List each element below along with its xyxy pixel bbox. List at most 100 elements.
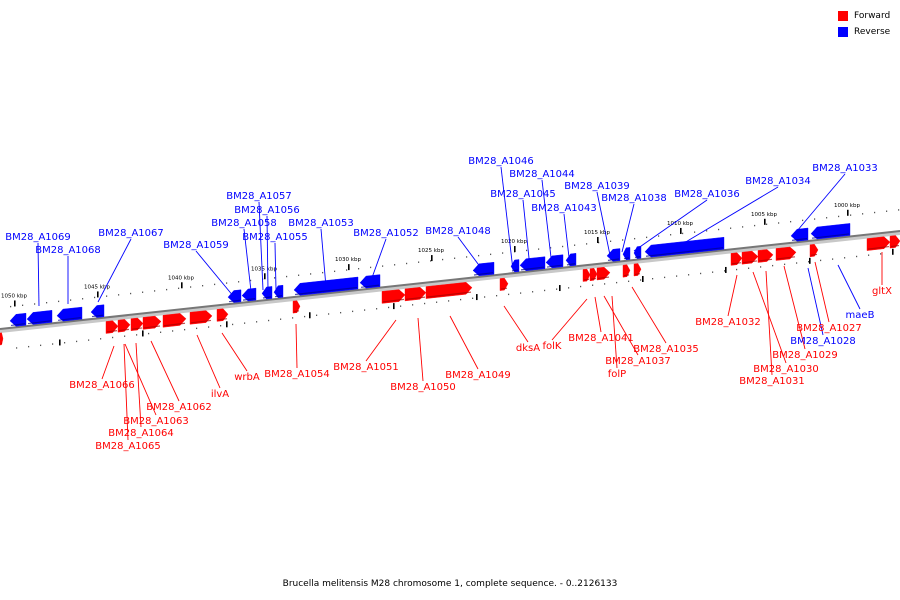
gene-label[interactable]: BM28_A1056: [234, 205, 300, 216]
gene-leader-line: [807, 267, 824, 336]
gene-leader-line: [365, 319, 397, 362]
gene-label[interactable]: BM28_A1065: [95, 441, 161, 452]
forward-gene-arrow[interactable]: [117, 319, 131, 333]
minor-tick-upper: [874, 211, 876, 214]
gene-label[interactable]: BM28_A1027: [796, 323, 862, 334]
minor-tick-upper: [538, 248, 540, 250]
gene-label[interactable]: BM28_A1052: [353, 228, 419, 239]
gene-label[interactable]: BM28_A1063: [123, 416, 189, 427]
forward-gene-arrow[interactable]: [633, 263, 642, 277]
major-tick: [14, 300, 16, 307]
gene-label[interactable]: BM28_A1062: [146, 402, 212, 413]
forward-swatch: [838, 10, 848, 21]
gene-label[interactable]: BM28_A1044: [509, 169, 575, 180]
gene-label[interactable]: BM28_A1064: [108, 428, 174, 439]
gene-label[interactable]: BM28_A1031: [739, 376, 805, 387]
reverse-gene-arrow[interactable]: [606, 248, 621, 262]
reverse-gene-arrow[interactable]: [359, 274, 381, 289]
gene-label[interactable]: BM28_A1037: [605, 356, 671, 367]
reverse-gene-arrow[interactable]: [9, 312, 27, 327]
forward-gene-arrow[interactable]: [425, 282, 473, 299]
minor-tick-lower: [280, 318, 282, 320]
forward-gene-arrow[interactable]: [0, 332, 4, 346]
gene-label[interactable]: BM28_A1034: [745, 176, 811, 187]
reverse-gene-arrow[interactable]: [261, 286, 273, 300]
gene-label[interactable]: BM28_A1028: [790, 336, 856, 347]
gene-label[interactable]: BM28_A1051: [333, 362, 399, 373]
forward-gene-arrow[interactable]: [589, 268, 598, 282]
gene-label[interactable]: BM28_A1055: [242, 232, 308, 243]
gene-label[interactable]: BM28_A1057: [226, 191, 292, 202]
forward-gene-arrow[interactable]: [889, 235, 900, 249]
reverse-gene-arrow[interactable]: [472, 261, 495, 277]
forward-gene-arrow[interactable]: [741, 250, 759, 265]
reverse-gene-arrow[interactable]: [633, 245, 642, 259]
major-tick-lower: [642, 275, 644, 282]
gene-label[interactable]: BM28_A1030: [753, 364, 819, 375]
reverse-gene-arrow[interactable]: [644, 236, 725, 258]
major-tick-lower: [226, 321, 228, 328]
gene-label[interactable]: BM28_A1032: [695, 317, 761, 328]
gene-label[interactable]: ilvA: [211, 389, 229, 400]
gene-label[interactable]: BM28_A1043: [531, 203, 597, 214]
forward-gene-arrow[interactable]: [809, 244, 819, 258]
gene-label[interactable]: BM28_A1067: [98, 228, 164, 239]
gene-label[interactable]: BM28_A1059: [163, 240, 229, 251]
forward-gene-arrow[interactable]: [216, 308, 229, 322]
gene-label[interactable]: BM28_A1035: [633, 344, 699, 355]
forward-gene-arrow[interactable]: [596, 266, 611, 281]
gene-label[interactable]: BM28_A1038: [601, 193, 667, 204]
gene-label[interactable]: BM28_A1039: [564, 181, 630, 192]
gene-label[interactable]: BM28_A1054: [264, 369, 330, 380]
gene-label[interactable]: maeB: [846, 310, 875, 321]
forward-gene-arrow[interactable]: [499, 277, 509, 291]
forward-gene-arrow[interactable]: [582, 268, 591, 282]
gene-leader-line: [814, 261, 830, 323]
gene-leader-line: [150, 340, 180, 402]
reverse-gene-arrow[interactable]: [622, 247, 631, 261]
gene-label[interactable]: BM28_A1050: [390, 382, 456, 393]
gene-label[interactable]: BM28_A1068: [35, 245, 101, 256]
gene-label[interactable]: wrbA: [234, 372, 260, 383]
forward-gene-arrow[interactable]: [622, 264, 631, 278]
forward-gene-arrow[interactable]: [730, 252, 743, 266]
reverse-gene-arrow[interactable]: [273, 284, 284, 298]
reverse-gene-arrow[interactable]: [545, 254, 564, 269]
major-tick-lower: [725, 266, 727, 273]
reverse-gene-arrow[interactable]: [510, 259, 520, 273]
forward-gene-arrow[interactable]: [130, 317, 144, 331]
reverse-gene-arrow[interactable]: [565, 253, 577, 267]
gene-label[interactable]: BM28_A1036: [674, 189, 740, 200]
reverse-gene-arrow[interactable]: [90, 304, 105, 318]
gene-label[interactable]: BM28_A1041: [568, 333, 634, 344]
gene-label[interactable]: BM28_A1058: [211, 218, 277, 229]
reverse-gene-arrow[interactable]: [227, 289, 242, 303]
gene-label[interactable]: BM28_A1029: [772, 350, 838, 361]
minor-tick-upper: [682, 232, 684, 235]
gene-label[interactable]: folK: [543, 341, 562, 352]
gene-label[interactable]: BM28_A1049: [445, 370, 511, 381]
gene-label[interactable]: dksA: [516, 343, 540, 354]
gene-label[interactable]: BM28_A1069: [5, 232, 71, 243]
gene-label[interactable]: BM28_A1053: [288, 218, 354, 229]
gene-label[interactable]: gltX: [872, 286, 892, 297]
gene-leader-line: [320, 228, 327, 288]
gene-label[interactable]: folP: [608, 369, 626, 380]
minor-tick-lower: [628, 280, 630, 283]
minor-tick-upper: [82, 298, 84, 300]
gene-label[interactable]: BM28_A1066: [69, 380, 135, 391]
scale-ticks: 1050 kbp 1045 kbp 1040 kbp 1035 kbp 1030 kbp…: [1, 203, 900, 349]
gene-label[interactable]: BM28_A1045: [490, 189, 556, 200]
gene-label[interactable]: BM28_A1033: [812, 163, 878, 174]
minor-tick-upper: [826, 217, 828, 219]
reverse-gene-arrow[interactable]: [293, 276, 359, 296]
forward-gene-arrow[interactable]: [292, 300, 301, 314]
gene-label[interactable]: BM28_A1046: [468, 156, 534, 167]
forward-gene-arrow[interactable]: [757, 249, 774, 263]
reverse-gene-arrow[interactable]: [241, 287, 257, 302]
gene-label[interactable]: BM28_A1048: [425, 226, 491, 237]
reverse-gene-arrow[interactable]: [790, 227, 809, 242]
forward-gene-arrow[interactable]: [105, 320, 119, 334]
legend-item-forward: Forward: [838, 8, 898, 23]
gene-leader-line: [752, 271, 787, 364]
